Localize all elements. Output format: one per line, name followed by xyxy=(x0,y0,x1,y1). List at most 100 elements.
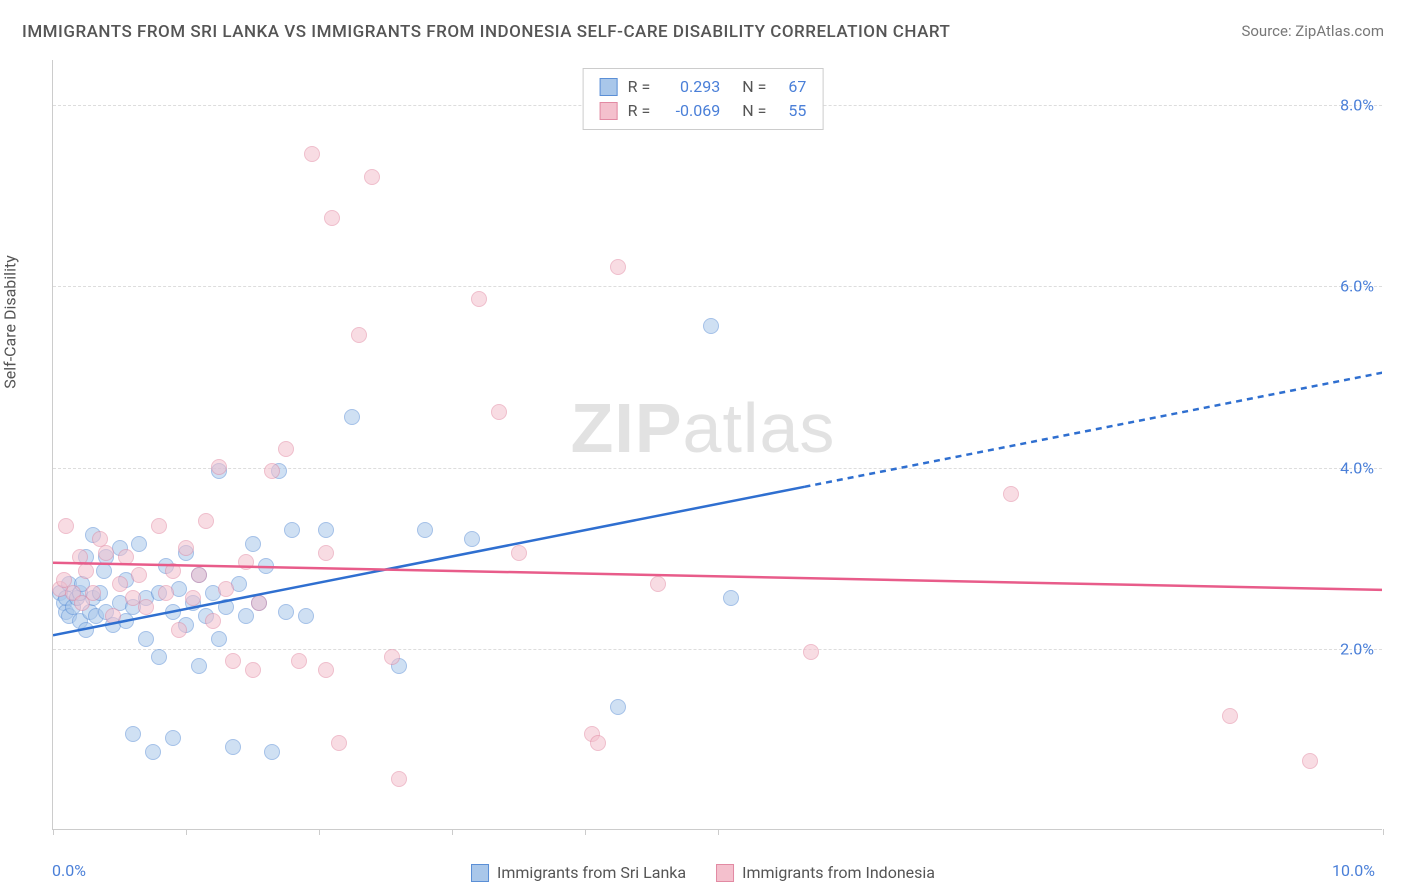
scatter-point xyxy=(384,649,400,665)
scatter-point xyxy=(238,608,254,624)
scatter-point xyxy=(211,631,227,647)
scatter-point xyxy=(118,549,134,565)
scatter-point xyxy=(803,644,819,660)
legend-n-label: N = xyxy=(742,99,766,123)
scatter-point xyxy=(298,608,314,624)
x-tick-label: 10.0% xyxy=(1332,861,1375,880)
scatter-point xyxy=(171,622,187,638)
scatter-point xyxy=(238,554,254,570)
scatter-point xyxy=(245,536,261,552)
scatter-point xyxy=(1003,486,1019,502)
scatter-point xyxy=(344,409,360,425)
scatter-point xyxy=(58,518,74,534)
scatter-point xyxy=(251,595,267,611)
scatter-point xyxy=(131,536,147,552)
y-tick-label: 8.0% xyxy=(1340,96,1374,115)
legend-r-label: R = xyxy=(628,75,651,99)
scatter-point xyxy=(165,604,181,620)
correlation-legend: R =0.293N =67R =-0.069N =55 xyxy=(583,68,824,130)
scatter-point xyxy=(264,463,280,479)
scatter-point xyxy=(218,581,234,597)
scatter-point xyxy=(151,649,167,665)
source-label: Source: ZipAtlas.com xyxy=(1241,22,1384,40)
legend-r-value: 0.293 xyxy=(660,75,720,99)
scatter-point xyxy=(1222,708,1238,724)
scatter-point xyxy=(331,735,347,751)
scatter-point xyxy=(218,599,234,615)
scatter-point xyxy=(364,169,380,185)
scatter-point xyxy=(145,744,161,760)
legend-row: R = 0.293 N = 67 xyxy=(600,75,807,99)
scatter-point xyxy=(351,327,367,343)
scatter-point xyxy=(391,771,407,787)
scatter-point xyxy=(225,739,241,755)
scatter-point xyxy=(318,522,334,538)
scatter-point xyxy=(590,735,606,751)
scatter-point xyxy=(178,540,194,556)
scatter-point xyxy=(78,622,94,638)
scatter-point xyxy=(85,585,101,601)
legend-n-label: N = xyxy=(742,75,766,99)
scatter-point xyxy=(324,210,340,226)
scatter-point xyxy=(112,576,128,592)
x-tick xyxy=(585,829,586,835)
scatter-point xyxy=(191,567,207,583)
legend-series-label: Immigrants from Sri Lanka xyxy=(497,863,686,882)
scatter-point xyxy=(125,726,141,742)
scatter-point xyxy=(198,513,214,529)
series-legend: Immigrants from Sri Lanka Immigrants from… xyxy=(471,863,935,882)
trend-lines xyxy=(53,60,1382,829)
scatter-point xyxy=(703,318,719,334)
y-axis-label: Self-Care Disability xyxy=(1,255,20,389)
scatter-point xyxy=(245,662,261,678)
chart-plot-area: 2.0% 4.0% 6.0% 8.0% xyxy=(52,60,1382,830)
x-tick xyxy=(186,829,187,835)
gridline xyxy=(53,286,1382,287)
scatter-point xyxy=(105,608,121,624)
scatter-point xyxy=(98,545,114,561)
scatter-point xyxy=(610,699,626,715)
legend-swatch xyxy=(716,864,734,882)
scatter-point xyxy=(138,599,154,615)
gridline xyxy=(53,468,1382,469)
chart-title: IMMIGRANTS FROM SRI LANKA VS IMMIGRANTS … xyxy=(22,22,950,42)
legend-row: R =-0.069N =55 xyxy=(600,99,807,123)
legend-swatch xyxy=(600,102,618,120)
scatter-point xyxy=(291,653,307,669)
scatter-point xyxy=(165,730,181,746)
scatter-point xyxy=(318,545,334,561)
scatter-point xyxy=(258,558,274,574)
y-tick-label: 2.0% xyxy=(1340,639,1374,658)
scatter-point xyxy=(1302,753,1318,769)
scatter-point xyxy=(205,613,221,629)
scatter-point xyxy=(304,146,320,162)
legend-swatch xyxy=(471,864,489,882)
x-tick-label: 0.0% xyxy=(52,861,86,880)
scatter-point xyxy=(96,563,112,579)
x-tick xyxy=(1383,829,1384,835)
y-tick-label: 6.0% xyxy=(1340,277,1374,296)
scatter-point xyxy=(610,259,626,275)
legend-r-label: R = xyxy=(628,99,651,123)
scatter-point xyxy=(284,522,300,538)
x-tick xyxy=(53,829,54,835)
legend-n-value: 55 xyxy=(776,99,806,123)
scatter-point xyxy=(491,404,507,420)
scatter-point xyxy=(278,441,294,457)
gridline xyxy=(53,649,1382,650)
scatter-point xyxy=(318,662,334,678)
legend-series-item: Immigrants from Sri Lanka xyxy=(471,863,686,882)
scatter-point xyxy=(185,590,201,606)
scatter-point xyxy=(131,567,147,583)
x-tick xyxy=(452,829,453,835)
scatter-point xyxy=(211,459,227,475)
scatter-point xyxy=(78,563,94,579)
scatter-point xyxy=(225,653,241,669)
y-tick-label: 4.0% xyxy=(1340,458,1374,477)
legend-n-value: 67 xyxy=(776,75,806,99)
scatter-point xyxy=(650,576,666,592)
scatter-point xyxy=(138,631,154,647)
scatter-point xyxy=(278,604,294,620)
scatter-point xyxy=(464,531,480,547)
legend-series-label: Immigrants from Indonesia xyxy=(742,863,935,882)
